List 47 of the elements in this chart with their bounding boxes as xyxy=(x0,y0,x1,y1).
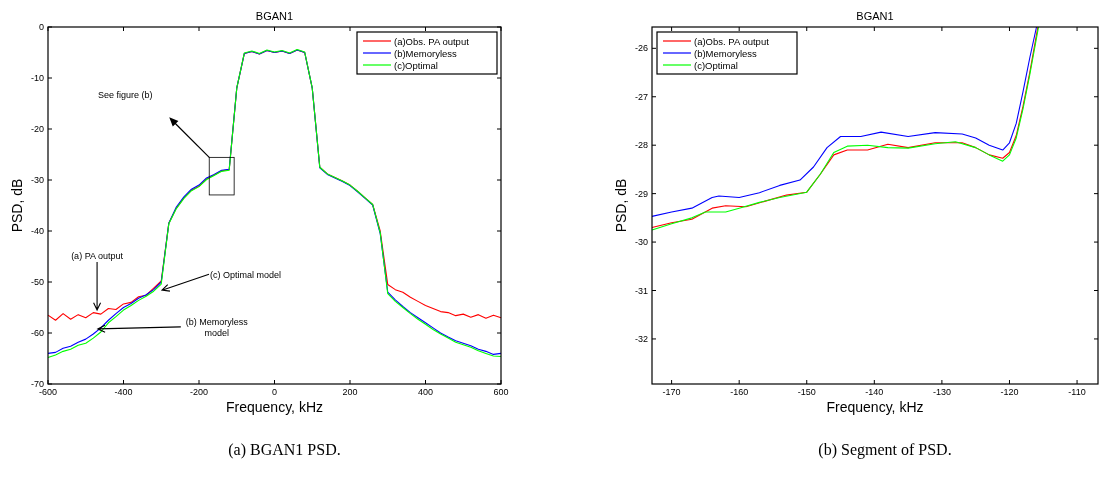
y-axis-title: PSD, dB xyxy=(9,178,25,233)
annotation: (a) PA output xyxy=(71,251,124,262)
y-tick-label: -40 xyxy=(30,226,44,236)
y-tick-label: -27 xyxy=(634,91,648,102)
x-tick-label: -140 xyxy=(865,387,884,397)
y-tick-label: -30 xyxy=(634,237,648,248)
y-tick-label: -50 xyxy=(30,277,44,287)
x-tick-label: -160 xyxy=(730,387,749,397)
x-tick-label: -150 xyxy=(797,387,816,397)
annotation: See figure (b) xyxy=(97,90,153,101)
legend-label: (c)Optimal xyxy=(394,59,438,71)
y-tick-label: -60 xyxy=(30,328,44,338)
x-tick-label: 200 xyxy=(342,387,358,397)
y-tick-label: -26 xyxy=(634,43,648,54)
x-axis-title: Frequency, kHz xyxy=(226,399,323,415)
x-tick-label: -110 xyxy=(1068,387,1086,397)
chart-title: BGAN1 xyxy=(856,10,894,22)
annotation: (b) Memoryless model xyxy=(185,316,249,338)
annotation: (c) Optimal model xyxy=(210,270,282,281)
legend-label: (a)Obs. PA output xyxy=(694,35,770,47)
x-tick-label: 0 xyxy=(271,387,278,397)
x-tick-label: 600 xyxy=(493,387,509,397)
y-tick-label: -31 xyxy=(634,285,648,296)
y-tick-label: -10 xyxy=(30,73,44,83)
x-tick-label: -200 xyxy=(189,387,209,397)
legend-label: (b)Memoryless xyxy=(694,47,758,59)
legend-label: (c)Optimal xyxy=(694,59,738,71)
text: (a) BGAN1 PSD. xyxy=(228,441,341,459)
chart-title: BGAN1 xyxy=(255,10,294,22)
x-tick-label: -400 xyxy=(114,387,133,397)
x-tick-label: -120 xyxy=(1000,387,1019,397)
y-tick-label: -70 xyxy=(30,379,44,389)
x-tick-label: -170 xyxy=(662,387,681,397)
y-tick-label: -28 xyxy=(634,140,648,151)
x-tick-label: -600 xyxy=(38,387,58,397)
legend-label: (a)Obs. PA output xyxy=(394,35,470,47)
y-tick-label: -32 xyxy=(634,333,648,344)
legend-label: (b)Memoryless xyxy=(394,47,458,59)
y-axis-title: PSD, dB xyxy=(613,178,629,233)
x-tick-label: -130 xyxy=(932,387,951,397)
y-tick-label: -30 xyxy=(30,175,44,185)
y-tick-label: -29 xyxy=(634,188,648,199)
x-tick-label: 400 xyxy=(417,387,434,397)
y-tick-label: 0 xyxy=(38,22,44,32)
x-axis-title: Frequency, kHz xyxy=(826,399,924,415)
y-tick-label: -20 xyxy=(30,124,44,134)
text: (b) Segment of PSD. xyxy=(818,441,952,459)
